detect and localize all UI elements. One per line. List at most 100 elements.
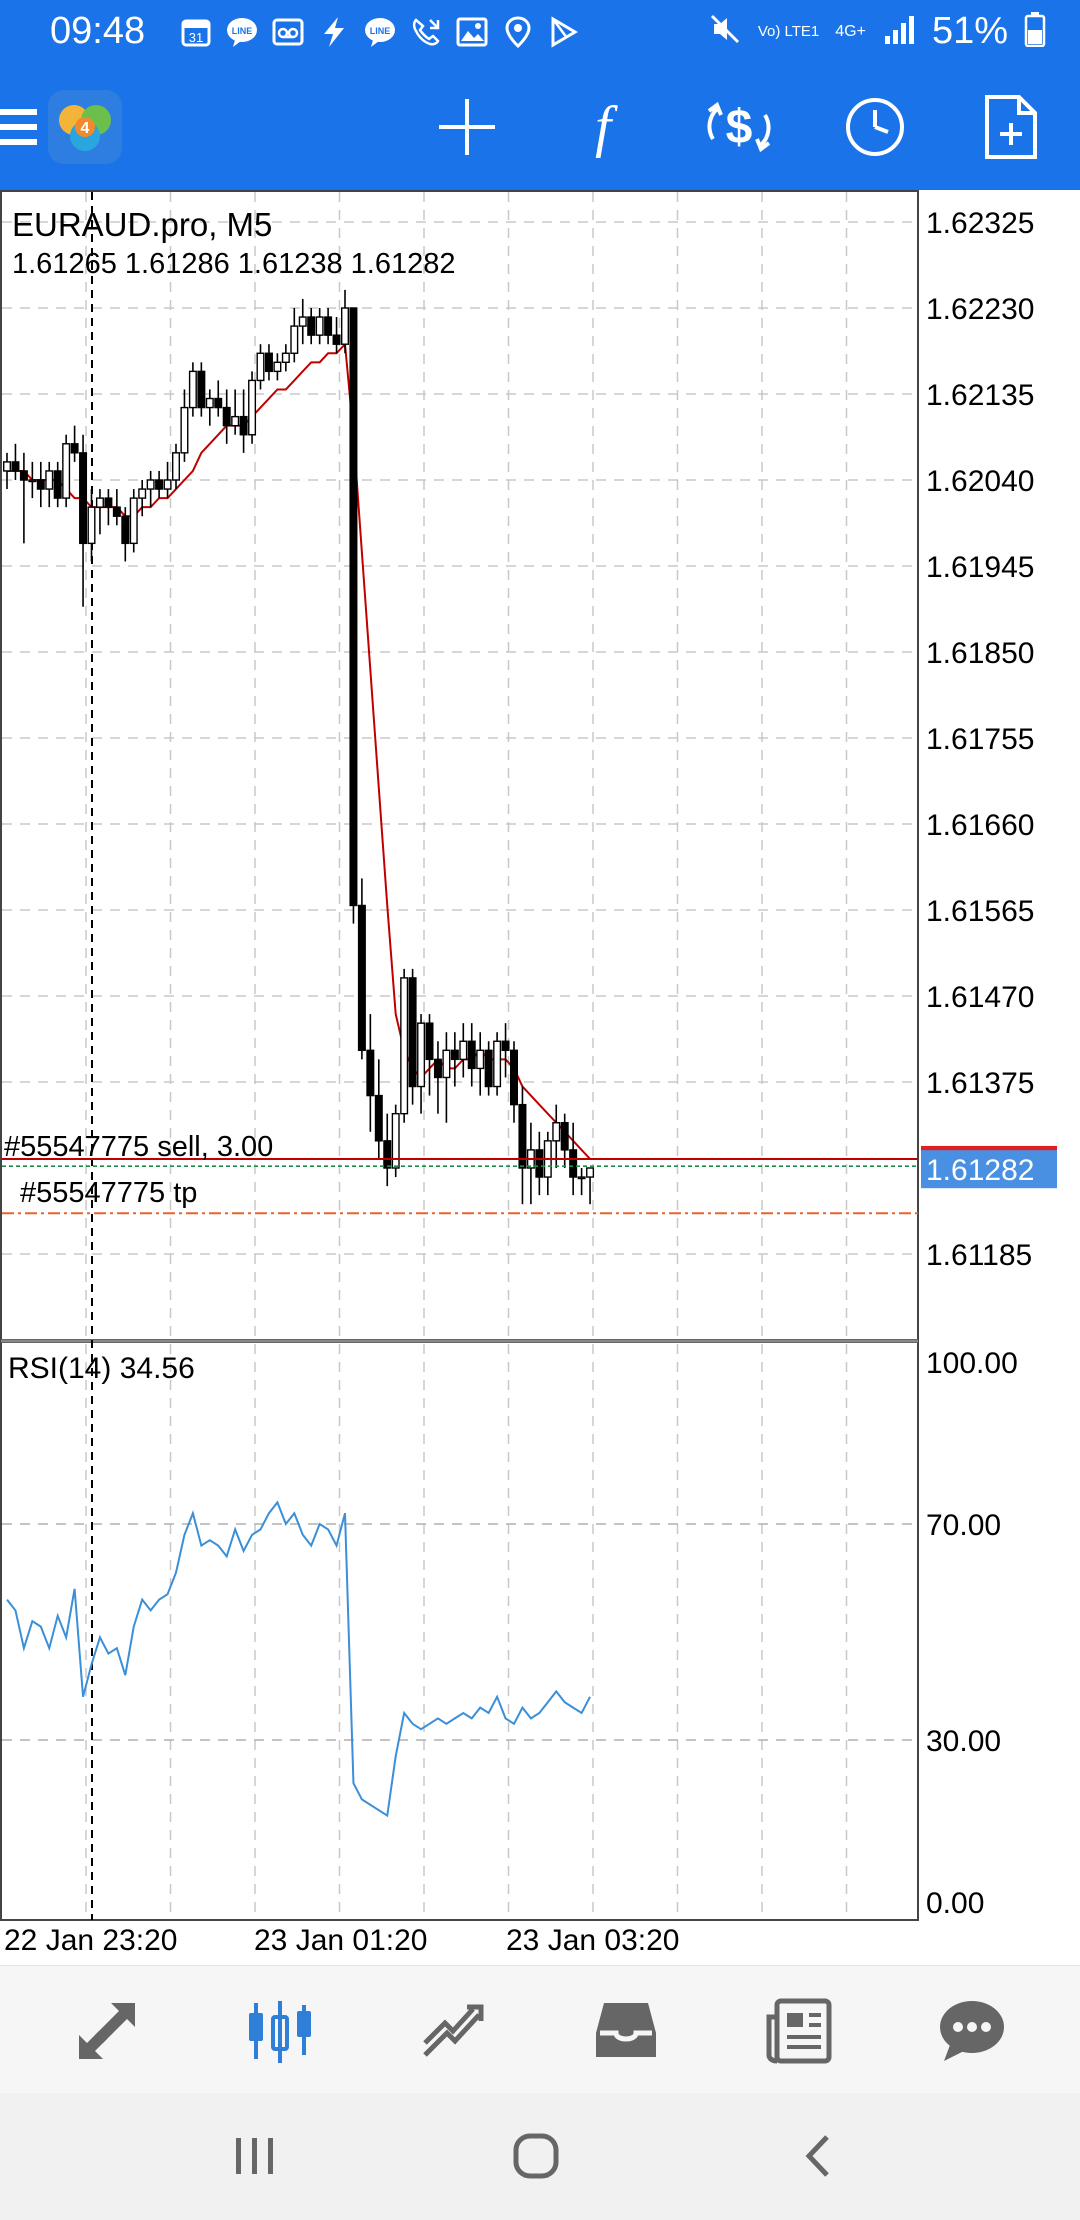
status-right: Vo) LTE1 4G+ 51% xyxy=(708,10,1046,53)
ohlc-values: 1.61265 1.61286 1.61238 1.61282 xyxy=(12,248,456,280)
history-icon[interactable] xyxy=(581,1986,671,2076)
candle xyxy=(400,968,409,1123)
calendar-icon: 31 xyxy=(178,14,214,50)
battery-percent: 51% xyxy=(931,10,1008,52)
candle-body xyxy=(324,316,333,336)
location-icon xyxy=(500,14,536,50)
candle xyxy=(518,1086,527,1205)
candle-body xyxy=(518,1103,527,1169)
candle-body xyxy=(315,316,324,336)
candle-body xyxy=(3,461,11,472)
candle-body xyxy=(53,470,62,499)
candle-body xyxy=(138,488,147,499)
tp-order-label[interactable]: #55547775 tp xyxy=(20,1177,198,1209)
volte-icon: Vo) LTE1 xyxy=(757,22,820,40)
rsi-label: RSI(14) 34.56 xyxy=(8,1352,195,1385)
candle xyxy=(467,1023,476,1087)
candle xyxy=(501,1023,510,1078)
rsi-line xyxy=(6,1500,591,1818)
notification-icons: 31 LINE LINE xyxy=(178,14,582,50)
candle-body xyxy=(214,397,223,409)
timeframe-icon[interactable] xyxy=(836,88,914,166)
candle xyxy=(197,362,206,417)
back-icon[interactable] xyxy=(782,2121,852,2191)
main-plot-border xyxy=(0,190,919,1341)
sell-order-label[interactable]: #55547775 sell, 3.00 xyxy=(4,1131,274,1163)
candle-body xyxy=(400,977,409,1115)
candle-body xyxy=(180,406,189,454)
news-icon[interactable] xyxy=(754,1986,844,2076)
candle xyxy=(535,1131,544,1196)
candle-body xyxy=(19,470,28,481)
quotes-icon[interactable] xyxy=(62,1986,152,2076)
candle-body xyxy=(552,1122,561,1142)
candle xyxy=(273,353,282,381)
price-tick-label: 1.61470 xyxy=(926,981,1034,1014)
play-store-icon xyxy=(546,14,582,50)
candle-body xyxy=(188,370,197,409)
trade-icon[interactable] xyxy=(408,1986,498,2076)
menu-icon[interactable] xyxy=(0,88,56,166)
home-icon[interactable] xyxy=(501,2121,571,2191)
candle-body xyxy=(425,1022,434,1061)
rsi-tick-label: 70.00 xyxy=(926,1509,1001,1542)
candle xyxy=(163,461,172,499)
candle xyxy=(476,1032,485,1096)
indicators-icon[interactable]: f xyxy=(564,88,642,166)
rsi-tick-label: 30.00 xyxy=(926,1725,1001,1758)
candle-body xyxy=(163,479,172,490)
candle xyxy=(442,1032,451,1123)
chart-canvas[interactable]: 1.62325 1.62230 1.62135 1.62040 1.61945 1.618… xyxy=(0,190,1080,1960)
candle-body xyxy=(357,904,366,1052)
trade-icon[interactable]: $ xyxy=(700,88,778,166)
candle-body xyxy=(104,497,113,508)
app-logo[interactable]: 4 xyxy=(46,88,124,166)
candle xyxy=(231,389,240,435)
chat-icon[interactable] xyxy=(927,1986,1017,2076)
candle-body xyxy=(155,479,164,490)
candle xyxy=(45,461,54,508)
candle xyxy=(87,489,96,562)
candle xyxy=(324,308,333,345)
candle-body xyxy=(535,1149,544,1178)
candle-body xyxy=(332,334,341,345)
candle-body xyxy=(11,461,20,472)
candle xyxy=(341,289,350,354)
candle xyxy=(188,362,197,417)
candle-body xyxy=(70,443,79,454)
candle xyxy=(357,878,366,1060)
candle xyxy=(138,480,147,517)
candle xyxy=(586,1167,595,1205)
time-axis-label: 23 Jan 01:20 xyxy=(254,1924,427,1957)
candle xyxy=(484,1041,493,1096)
chart-icon[interactable] xyxy=(235,1986,325,2076)
calendar-day: 31 xyxy=(189,30,203,45)
candle xyxy=(70,425,79,462)
candle xyxy=(417,1014,426,1114)
candle-body xyxy=(79,452,88,545)
candle xyxy=(459,1023,468,1078)
candle xyxy=(3,452,11,490)
candle-body xyxy=(569,1149,578,1178)
moving-average-line xyxy=(7,341,591,1160)
signal-icon xyxy=(882,12,916,51)
svg-text:f: f xyxy=(595,96,618,158)
candle-body xyxy=(501,1040,510,1052)
candle-body xyxy=(87,506,96,545)
price-tick-label: 1.62135 xyxy=(926,379,1034,412)
recent-apps-icon[interactable] xyxy=(220,2121,290,2191)
candle-body xyxy=(341,307,350,345)
candle xyxy=(281,344,290,372)
candle xyxy=(526,1122,535,1205)
candle-body xyxy=(222,406,231,427)
candle xyxy=(315,308,324,345)
time-axis-label: 22 Jan 23:20 xyxy=(4,1924,177,1957)
price-tick-label: 1.62040 xyxy=(926,465,1034,498)
new-order-icon[interactable] xyxy=(972,88,1050,166)
chart-area[interactable]: 1.62325 1.62230 1.62135 1.62040 1.61945 1.618… xyxy=(0,190,1080,1960)
crosshair-icon[interactable] xyxy=(428,88,506,166)
candle-body xyxy=(586,1167,595,1178)
candle-body xyxy=(256,352,265,382)
candle xyxy=(155,470,164,499)
candle xyxy=(307,308,316,345)
